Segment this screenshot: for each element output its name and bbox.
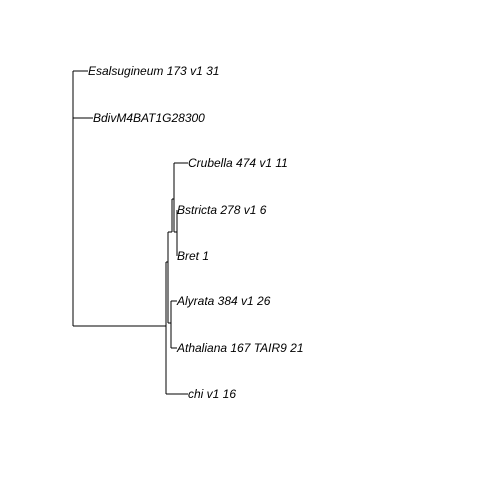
tree-tip-labels: Esalsugineum 173 v1 31 BdivM4BAT1G28300 … bbox=[88, 64, 304, 401]
tip-label-chi: chi v1 16 bbox=[188, 387, 236, 401]
tip-label-crubella: Crubella 474 v1 11 bbox=[188, 156, 288, 170]
tip-label-alyrata: Alyrata 384 v1 26 bbox=[176, 294, 271, 308]
tree-branches bbox=[72, 70, 188, 395]
tip-label-bdiv: BdivM4BAT1G28300 bbox=[93, 111, 205, 125]
tip-label-athaliana: Athaliana 167 TAIR9 21 bbox=[176, 341, 304, 355]
tip-label-esalsugineum: Esalsugineum 173 v1 31 bbox=[88, 64, 219, 78]
tip-label-bret: Bret 1 bbox=[177, 249, 209, 263]
tip-label-bstricta: Bstricta 278 v1 6 bbox=[177, 203, 267, 217]
